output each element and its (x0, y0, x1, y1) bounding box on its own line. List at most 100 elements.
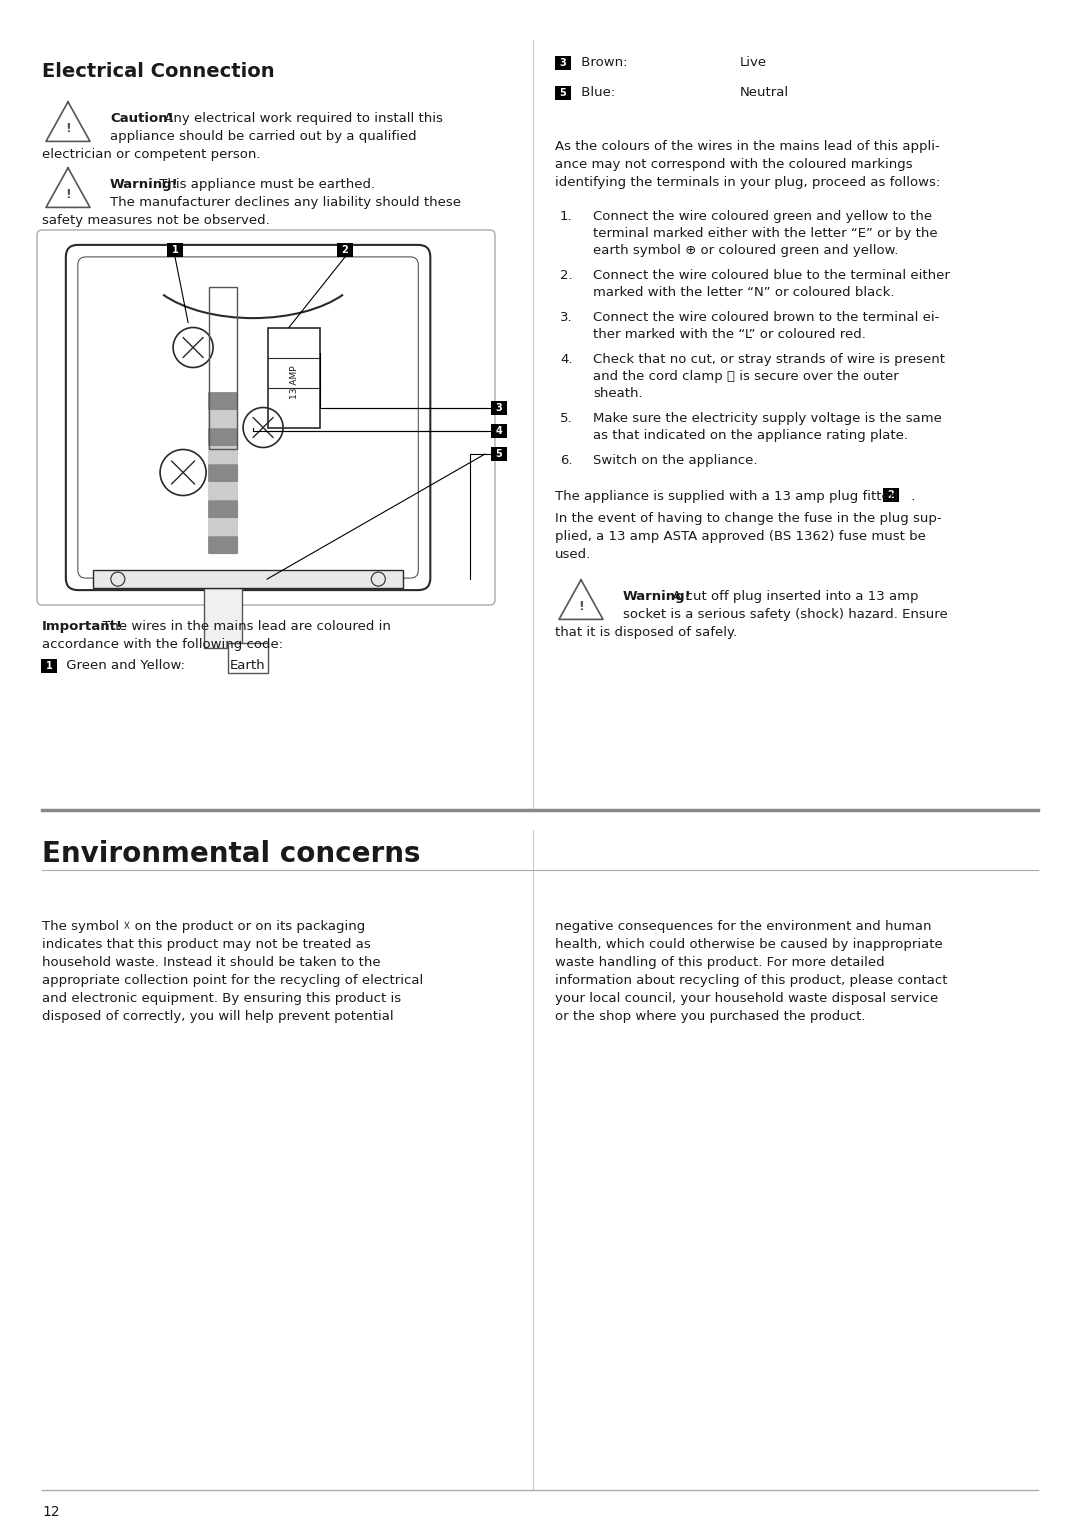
Text: The appliance is supplied with a 13 amp plug fitted: The appliance is supplied with a 13 amp … (555, 489, 899, 503)
Text: plied, a 13 amp ASTA approved (BS 1362) fuse must be: plied, a 13 amp ASTA approved (BS 1362) … (555, 531, 926, 543)
Text: as that indicated on the appliance rating plate.: as that indicated on the appliance ratin… (593, 430, 908, 442)
Text: 3: 3 (559, 58, 566, 69)
Text: your local council, your household waste disposal service: your local council, your household waste… (555, 992, 939, 1005)
Text: Warning!: Warning! (623, 590, 692, 602)
Text: 12: 12 (42, 1505, 59, 1518)
Text: !: ! (65, 121, 71, 135)
Text: A cut off plug inserted into a 13 amp: A cut off plug inserted into a 13 amp (669, 590, 918, 602)
Text: 5.: 5. (561, 411, 572, 425)
Text: and electronic equipment. By ensuring this product is: and electronic equipment. By ensuring th… (42, 992, 401, 1005)
Text: 4: 4 (496, 427, 502, 436)
Bar (41, 659, 57, 673)
Text: household waste. Instead it should be taken to the: household waste. Instead it should be ta… (42, 956, 380, 969)
Text: Earth: Earth (230, 659, 266, 673)
Text: indicates that this product may not be treated as: indicates that this product may not be t… (42, 937, 370, 951)
Text: disposed of correctly, you will help prevent potential: disposed of correctly, you will help pre… (42, 1011, 393, 1023)
Text: !: ! (65, 188, 71, 200)
Text: identifying the terminals in your plug, proceed as follows:: identifying the terminals in your plug, … (555, 176, 941, 190)
Bar (93, 570, 403, 589)
Text: 3: 3 (496, 404, 502, 413)
FancyBboxPatch shape (208, 482, 238, 500)
Text: Blue:: Blue: (577, 86, 616, 99)
FancyBboxPatch shape (208, 518, 238, 537)
Text: Connect the wire coloured blue to the terminal either: Connect the wire coloured blue to the te… (593, 269, 950, 281)
Bar (167, 243, 183, 257)
FancyBboxPatch shape (208, 537, 238, 553)
Text: !: ! (578, 599, 584, 613)
Text: waste handling of this product. For more detailed: waste handling of this product. For more… (555, 956, 885, 969)
Bar (228, 644, 268, 673)
FancyBboxPatch shape (37, 229, 495, 605)
Text: 6.: 6. (561, 454, 572, 466)
Bar (337, 243, 353, 257)
Text: Electrical Connection: Electrical Connection (42, 63, 274, 81)
Text: or the shop where you purchased the product.: or the shop where you purchased the prod… (555, 1011, 865, 1023)
Text: The wires in the mains lead are coloured in: The wires in the mains lead are coloured… (98, 619, 391, 633)
Text: 1.: 1. (561, 209, 572, 223)
Text: electrician or competent person.: electrician or competent person. (42, 148, 260, 161)
Text: 2.: 2. (561, 269, 572, 281)
FancyBboxPatch shape (208, 500, 238, 518)
Text: Check that no cut, or stray strands of wire is present: Check that no cut, or stray strands of w… (593, 353, 945, 365)
FancyBboxPatch shape (208, 410, 238, 428)
Text: Make sure the electricity supply voltage is the same: Make sure the electricity supply voltage… (593, 411, 942, 425)
Text: Caution!: Caution! (110, 112, 174, 125)
Text: appliance should be carried out by a qualified: appliance should be carried out by a qua… (110, 130, 417, 144)
Text: .: . (907, 489, 916, 503)
Text: and the cord clamp Ⓒ is secure over the outer: and the cord clamp Ⓒ is secure over the … (593, 370, 899, 382)
Text: 5: 5 (496, 450, 502, 459)
Text: that it is disposed of safely.: that it is disposed of safely. (555, 625, 738, 639)
Text: ance may not correspond with the coloured markings: ance may not correspond with the coloure… (555, 157, 913, 171)
Text: information about recycling of this product, please contact: information about recycling of this prod… (555, 974, 947, 988)
Text: Switch on the appliance.: Switch on the appliance. (593, 454, 757, 466)
Text: 1: 1 (172, 245, 178, 255)
FancyBboxPatch shape (208, 428, 238, 446)
Text: Any electrical work required to install this: Any electrical work required to install … (160, 112, 443, 125)
Text: Important!: Important! (42, 619, 123, 633)
Bar (555, 55, 570, 70)
Text: The symbol ☓ on the product or on its packaging: The symbol ☓ on the product or on its pa… (42, 920, 365, 933)
Text: Neutral: Neutral (740, 86, 789, 99)
Text: Connect the wire coloured green and yellow to the: Connect the wire coloured green and yell… (593, 209, 932, 223)
Text: 5: 5 (559, 89, 566, 98)
Text: accordance with the following code:: accordance with the following code: (42, 638, 283, 651)
Text: Brown:: Brown: (577, 57, 627, 69)
Text: socket is a serious safety (shock) hazard. Ensure: socket is a serious safety (shock) hazar… (623, 609, 948, 621)
FancyBboxPatch shape (208, 465, 238, 482)
Text: This appliance must be earthed.: This appliance must be earthed. (156, 177, 375, 191)
Text: Environmental concerns: Environmental concerns (42, 839, 420, 868)
Text: 2: 2 (888, 491, 894, 500)
Bar (883, 488, 899, 503)
Text: Connect the wire coloured brown to the terminal ei-: Connect the wire coloured brown to the t… (593, 310, 940, 324)
Text: Warning!: Warning! (110, 177, 179, 191)
Text: terminal marked either with the letter “E” or by the: terminal marked either with the letter “… (593, 226, 937, 240)
Text: Green and Yellow:: Green and Yellow: (62, 659, 185, 673)
FancyBboxPatch shape (208, 391, 238, 410)
Text: used.: used. (555, 547, 591, 561)
FancyBboxPatch shape (66, 245, 430, 590)
Text: marked with the letter “N” or coloured black.: marked with the letter “N” or coloured b… (593, 286, 894, 300)
FancyBboxPatch shape (208, 446, 238, 465)
Bar (491, 424, 507, 439)
Bar (491, 401, 507, 416)
Text: earth symbol ⊕ or coloured green and yellow.: earth symbol ⊕ or coloured green and yel… (593, 245, 899, 257)
Text: As the colours of the wires in the mains lead of this appli-: As the colours of the wires in the mains… (555, 141, 940, 153)
Text: health, which could otherwise be caused by inappropriate: health, which could otherwise be caused … (555, 937, 943, 951)
Text: 2: 2 (341, 245, 349, 255)
Bar (268, 327, 320, 428)
Text: negative consequences for the environment and human: negative consequences for the environmen… (555, 920, 931, 933)
Text: appropriate collection point for the recycling of electrical: appropriate collection point for the rec… (42, 974, 423, 988)
Bar (210, 287, 238, 450)
Bar (555, 86, 570, 101)
Text: ther marked with the “L” or coloured red.: ther marked with the “L” or coloured red… (593, 329, 866, 341)
Text: Live: Live (740, 57, 767, 69)
Bar (491, 446, 507, 462)
Text: sheath.: sheath. (593, 387, 643, 401)
Text: 13 AMP: 13 AMP (289, 365, 298, 399)
Text: 3.: 3. (561, 310, 572, 324)
Text: 4.: 4. (561, 353, 572, 365)
Text: 1: 1 (45, 662, 52, 671)
Text: safety measures not be observed.: safety measures not be observed. (42, 214, 270, 226)
Text: The manufacturer declines any liability should these: The manufacturer declines any liability … (110, 196, 461, 209)
Text: In the event of having to change the fuse in the plug sup-: In the event of having to change the fus… (555, 512, 942, 524)
